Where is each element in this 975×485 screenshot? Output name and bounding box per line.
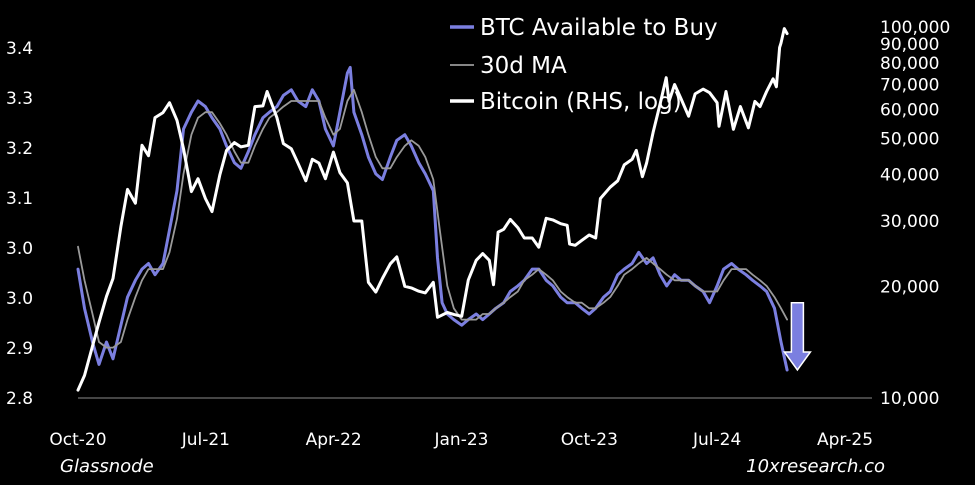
brand-credit: 10xresearch.co: [746, 456, 885, 477]
right-tick-label: 50,000: [880, 130, 939, 150]
right-tick-label: 60,000: [880, 100, 939, 120]
legend: BTC Available to Buy 30d MA Bitcoin (RHS, …: [450, 15, 718, 115]
x-tick-label: Jul-24: [692, 430, 741, 450]
legend-label: Bitcoin (RHS, log): [480, 89, 682, 115]
series-lines: [76, 27, 789, 392]
right-tick-label: 100,000: [880, 18, 950, 38]
x-tick-label: Apr-22: [306, 430, 362, 450]
left-tick-label: 3.2: [6, 139, 33, 159]
x-tick-label: Jan-23: [434, 430, 489, 450]
x-tick-label: Oct-20: [49, 430, 106, 450]
left-tick-label: 3.4: [6, 39, 33, 59]
right-tick-label: 70,000: [880, 75, 939, 95]
series-line-ma-30d: [77, 88, 788, 349]
left-tick-label: 3.3: [6, 89, 33, 109]
x-axis-ticks: Oct-20 Jul-21 Apr-22 Jan-23 Oct-23 Jul-24 Apr-…: [49, 430, 873, 450]
left-axis-ticks: 2.8 2.9 3.0 3.0 3.1 3.2 3.3 3.4: [6, 39, 33, 409]
right-tick-label: 10,000: [880, 389, 939, 409]
left-tick-label: 2.8: [6, 389, 33, 409]
right-tick-label: 90,000: [880, 35, 939, 55]
x-tick-label: Oct-23: [561, 430, 618, 450]
legend-label: BTC Available to Buy: [480, 15, 718, 41]
left-tick-label: 2.9: [6, 339, 33, 359]
right-tick-label: 30,000: [880, 212, 939, 232]
down-arrow-annotation: [782, 301, 812, 372]
series-line-btc-available: [76, 65, 789, 372]
right-tick-label: 80,000: [880, 54, 939, 74]
series-line-bitcoin-price: [76, 27, 789, 392]
source-credit: Glassnode: [60, 456, 154, 477]
left-tick-label: 3.1: [6, 189, 33, 209]
right-tick-label: 40,000: [880, 166, 939, 186]
right-tick-label: 20,000: [880, 277, 939, 297]
legend-label: 30d MA: [480, 53, 567, 79]
left-tick-label: 3.0: [6, 239, 33, 259]
left-tick-label: 3.0: [6, 289, 33, 309]
right-axis-ticks: 10,000 20,000 30,000 40,000 50,000 60,000 70,0…: [880, 18, 950, 409]
x-tick-label: Jul-21: [181, 430, 230, 450]
down-arrow: [782, 301, 812, 372]
x-tick-label: Apr-25: [817, 430, 873, 450]
